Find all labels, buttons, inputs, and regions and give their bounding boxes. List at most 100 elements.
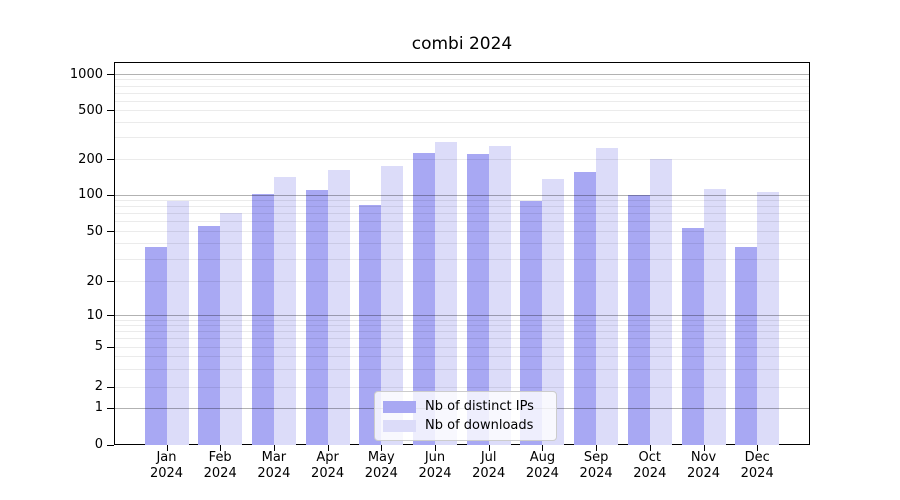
bar-downloads-oct xyxy=(649,159,672,445)
bar-downloads-jan xyxy=(166,201,189,445)
minor-gridline xyxy=(114,325,810,327)
x-tick-label: Jan 2024 xyxy=(149,450,184,481)
y-tick-mark xyxy=(107,159,114,160)
legend-item: Nb of downloads xyxy=(383,416,550,435)
x-tick-label: Nov 2024 xyxy=(686,450,721,481)
bar-ips-dec xyxy=(735,247,758,445)
x-tick-label: Mar 2024 xyxy=(257,450,291,481)
x-tick-label: Apr 2024 xyxy=(311,450,345,481)
x-tick-mark xyxy=(273,445,275,451)
y-tick-label: 0 xyxy=(94,437,103,452)
downloads-swatch-icon xyxy=(383,419,416,432)
bar-downloads-nov xyxy=(703,188,726,445)
bar-ips-sep xyxy=(574,172,597,445)
x-tick-label: Jul 2024 xyxy=(472,450,506,481)
minor-gridline xyxy=(114,386,810,388)
y-tick-label: 5 xyxy=(94,339,103,355)
major-gridline xyxy=(114,194,810,196)
x-tick-label: Jun 2024 xyxy=(418,450,452,481)
bar-downloads-feb xyxy=(220,213,243,445)
y-tick-mark xyxy=(107,386,114,388)
legend-label: Nb of downloads xyxy=(425,418,534,433)
x-tick-mark xyxy=(488,445,490,451)
x-tick-mark xyxy=(649,445,651,451)
minor-gridline xyxy=(114,213,810,215)
minor-gridline xyxy=(114,221,810,223)
bar-downloads-jul xyxy=(488,145,511,445)
minor-gridline xyxy=(114,368,810,370)
minor-gridline xyxy=(114,121,810,123)
y-tick-label: 100 xyxy=(78,187,103,202)
major-gridline xyxy=(114,315,810,316)
minor-gridline xyxy=(114,346,810,348)
minor-gridline xyxy=(114,231,810,232)
bar-downloads-dec xyxy=(757,192,780,445)
y-tick-mark xyxy=(107,110,114,111)
x-tick-mark xyxy=(596,445,598,451)
y-tick-label: 50 xyxy=(86,223,103,239)
plot-area xyxy=(114,62,810,445)
minor-gridline xyxy=(114,331,810,333)
bar-ips-jan xyxy=(144,247,167,445)
y-tick-mark xyxy=(107,315,114,316)
x-tick-mark xyxy=(166,445,168,451)
minor-gridline xyxy=(114,200,810,202)
minor-gridline xyxy=(114,110,810,111)
minor-gridline xyxy=(114,85,810,87)
x-tick-mark xyxy=(220,445,222,451)
x-tick-mark xyxy=(327,445,329,451)
y-tick-label: 1 xyxy=(94,400,103,415)
y-tick-mark xyxy=(107,194,114,196)
bar-ips-jul xyxy=(466,153,489,445)
y-tick-mark xyxy=(107,231,114,232)
y-tick-mark xyxy=(107,74,114,75)
ips-swatch-icon xyxy=(383,400,416,413)
minor-gridline xyxy=(114,100,810,102)
bar-downloads-jun xyxy=(435,141,457,445)
x-tick-mark xyxy=(381,445,383,451)
bar-ips-feb xyxy=(198,225,221,445)
x-tick-label: Feb 2024 xyxy=(203,450,237,481)
minor-gridline xyxy=(114,79,810,81)
minor-gridline xyxy=(114,206,810,208)
legend: Nb of distinct IPs Nb of downloads xyxy=(374,391,557,441)
bar-ips-oct xyxy=(627,195,650,445)
bar-ips-aug xyxy=(520,201,543,445)
y-tick-label: 500 xyxy=(78,102,103,118)
x-tick-label: May 2024 xyxy=(364,450,398,481)
y-tick-label: 200 xyxy=(78,151,103,167)
x-tick-mark xyxy=(757,445,759,451)
bar-downloads-sep xyxy=(596,148,619,445)
y-tick-label: 10 xyxy=(86,307,103,323)
minor-gridline xyxy=(114,281,810,282)
x-tick-label: Oct 2024 xyxy=(633,450,667,481)
y-tick-mark xyxy=(107,346,114,348)
minor-gridline xyxy=(114,319,810,321)
major-gridline xyxy=(114,74,810,75)
y-tick-mark xyxy=(107,407,114,409)
minor-gridline xyxy=(114,137,810,139)
y-tick-label: 1000 xyxy=(69,66,103,82)
minor-gridline xyxy=(114,338,810,340)
bar-ips-jun xyxy=(413,152,435,445)
minor-gridline xyxy=(114,92,810,94)
x-tick-mark xyxy=(703,445,705,451)
x-tick-mark xyxy=(435,445,436,451)
y-tick-mark xyxy=(107,444,114,446)
bar-ips-nov xyxy=(681,227,704,445)
y-tick-label: 2 xyxy=(94,379,103,395)
bar-downloads-apr xyxy=(327,170,350,445)
bar-ips-may xyxy=(359,204,382,445)
bar-downloads-aug xyxy=(542,179,565,445)
minor-gridline xyxy=(114,159,810,160)
x-tick-label: Dec 2024 xyxy=(740,450,774,481)
x-tick-label: Aug 2024 xyxy=(525,450,559,481)
bar-ips-apr xyxy=(305,190,328,445)
x-tick-label: Sep 2024 xyxy=(579,450,613,481)
minor-gridline xyxy=(114,356,810,358)
minor-gridline xyxy=(114,258,810,260)
legend-item: Nb of distinct IPs xyxy=(383,397,550,416)
y-tick-mark xyxy=(107,281,114,282)
x-tick-mark xyxy=(542,445,544,451)
